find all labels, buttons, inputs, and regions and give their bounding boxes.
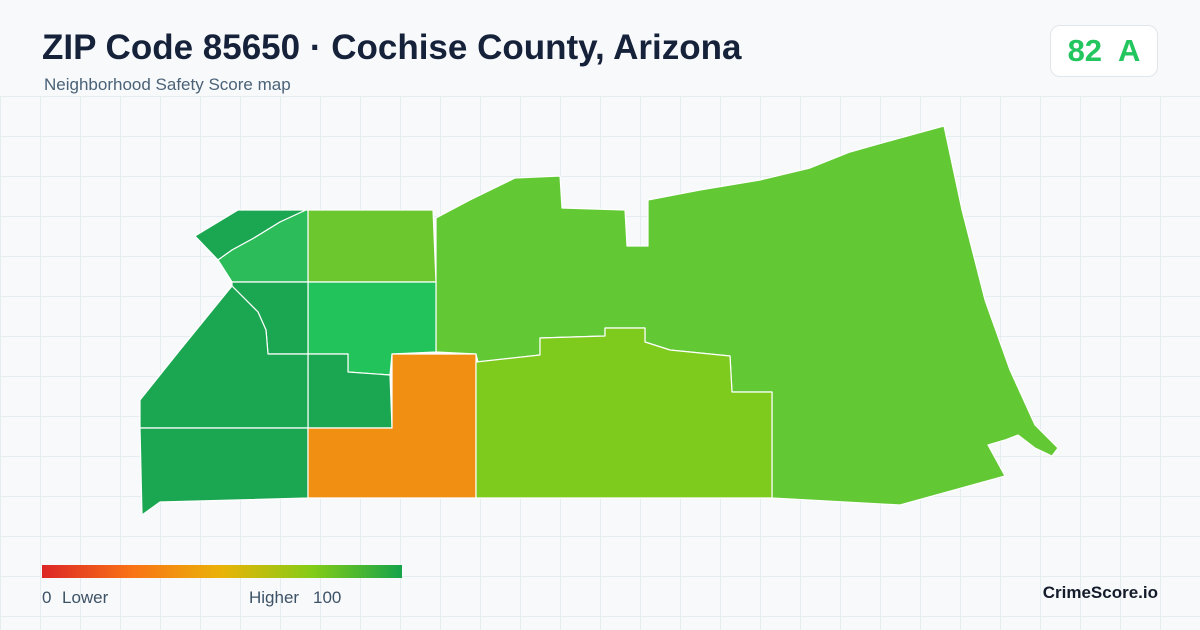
region-south-center[interactable]: [307, 353, 477, 499]
score-grade: A: [1118, 33, 1141, 68]
region-south-east-center[interactable]: [475, 327, 773, 499]
score-badge: 82 A: [1050, 25, 1158, 77]
legend-gradient-bar: [42, 565, 402, 578]
page-title: ZIP Code 85650 · Cochise County, Arizona: [42, 28, 742, 67]
score-value: 82: [1067, 33, 1103, 68]
region-south-west[interactable]: [139, 427, 309, 516]
legend-max-label: 100: [313, 588, 342, 607]
legend-low-label: Lower: [62, 588, 109, 607]
region-north-center-a[interactable]: [307, 209, 437, 283]
page-subtitle: Neighborhood Safety Score map: [44, 75, 291, 94]
legend-min-label: 0: [42, 588, 52, 607]
legend-high-label: Higher: [249, 588, 300, 607]
brand-logo-text: CrimeScore.io: [1042, 583, 1158, 602]
